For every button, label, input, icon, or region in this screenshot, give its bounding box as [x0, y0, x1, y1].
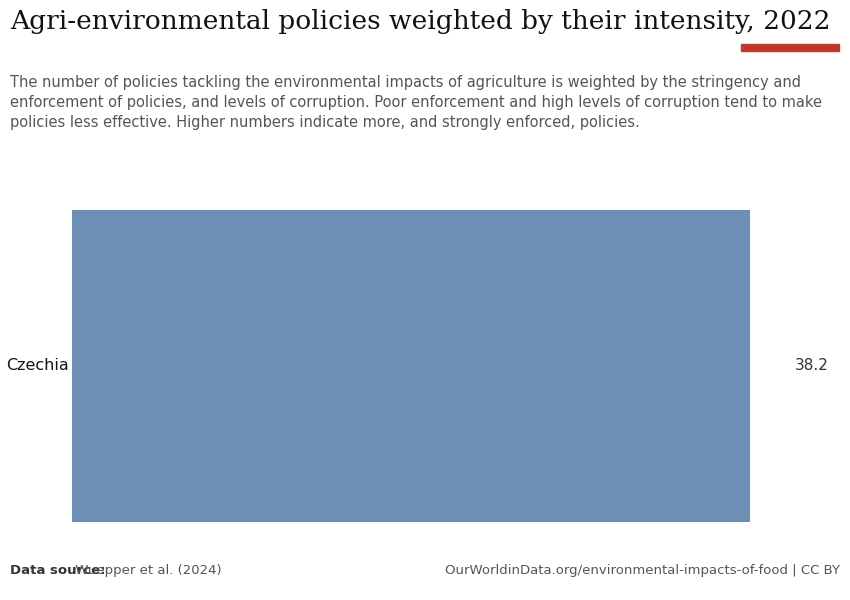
Text: Wuepper et al. (2024): Wuepper et al. (2024) [71, 564, 222, 577]
Text: 38.2: 38.2 [795, 358, 829, 373]
Text: Czechia: Czechia [6, 358, 69, 373]
Text: OurWorldinData.org/environmental-impacts-of-food | CC BY: OurWorldinData.org/environmental-impacts… [445, 564, 840, 577]
Text: in Data: in Data [768, 27, 811, 37]
Text: The number of policies tackling the environmental impacts of agriculture is weig: The number of policies tackling the envi… [10, 75, 822, 130]
Text: Our World: Our World [760, 14, 819, 23]
Bar [741, 44, 839, 51]
Text: Data source:: Data source: [10, 564, 105, 577]
Text: Agri-environmental policies weighted by their intensity, 2022: Agri-environmental policies weighted by … [10, 9, 830, 34]
